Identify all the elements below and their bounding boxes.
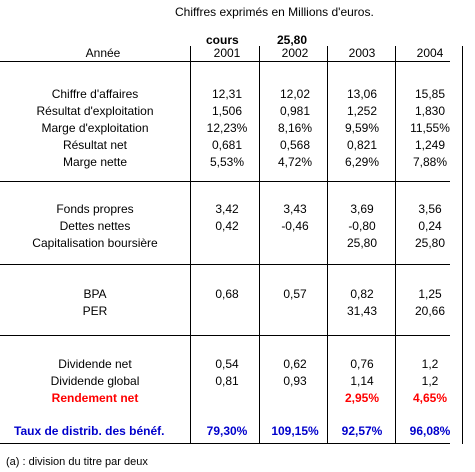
table-cell: 0,82 (350, 287, 374, 301)
table-cell: 15,85 (414, 87, 446, 101)
table-cell: 4,65% (412, 391, 448, 405)
table-cell: 25,80 (414, 236, 446, 250)
row-label: Dividende net (58, 357, 132, 371)
table-cell: 7,88% (412, 155, 448, 169)
table-cell: 12,23% (206, 121, 248, 135)
header-divider (0, 61, 450, 62)
table-cell: 0,568 (279, 138, 311, 152)
table-cell: 12,31 (211, 87, 243, 101)
row-label: Résultat net (62, 138, 128, 152)
section-divider-4 (0, 443, 450, 444)
column-divider-4 (395, 46, 396, 444)
table-cell: 0,821 (346, 138, 378, 152)
section-divider-1 (0, 181, 450, 182)
table-cell: 31,43 (346, 304, 378, 318)
year-2002: 2002 (281, 46, 309, 60)
row-label: Fonds propres (56, 202, 134, 216)
table-cell: 9,59% (344, 121, 380, 135)
table-cell: 0,68 (215, 287, 239, 301)
table-cell: 3,43 (283, 202, 307, 216)
cours-label: cours (206, 33, 239, 47)
table-cell: 0,62 (283, 357, 307, 371)
row-label: Chiffre d'affaires (51, 87, 139, 101)
column-divider-2 (259, 46, 260, 444)
year-header: Année (85, 46, 121, 60)
row-label: Résultat d'exploitation (36, 104, 154, 118)
table-cell: 0,54 (215, 357, 239, 371)
table-cell: 11,55% (410, 121, 450, 135)
payout-label: Taux de distrib. des bénéf. (14, 424, 165, 438)
table-cell: 0,81 (215, 374, 239, 388)
table-cell: 1,25 (418, 287, 442, 301)
table-cell: 12,02 (279, 87, 311, 101)
table-cell: 92,57% (341, 424, 383, 438)
table-cell: 0,93 (283, 374, 307, 388)
table-cell: 0,681 (211, 138, 243, 152)
table-cell: 0,42 (215, 219, 239, 233)
table-cell: 1,506 (211, 104, 243, 118)
table-cell: 1,252 (346, 104, 378, 118)
table-cell: 13,06 (346, 87, 378, 101)
table-cell: 0,76 (350, 357, 374, 371)
year-2004: 2004 (416, 46, 444, 60)
table-cell: 1,2 (421, 374, 439, 388)
table-caption: Chiffres exprimés en Millions d'euros. (175, 5, 374, 19)
table-cell: 109,15% (271, 424, 319, 438)
rendement-net-label: Rendement net (51, 391, 139, 405)
row-label: Marge nette (62, 155, 128, 169)
column-divider-5 (462, 46, 463, 444)
table-cell: 3,69 (350, 202, 374, 216)
year-2001: 2001 (213, 46, 241, 60)
cours-value: 25,80 (277, 33, 308, 47)
row-label: BPA (83, 287, 107, 301)
table-cell: 2,95% (344, 391, 380, 405)
footnote: (a) : division du titre par deux (6, 456, 148, 468)
table-cell: 5,53% (209, 155, 245, 169)
table-cell: 4,72% (277, 155, 313, 169)
table-cell: 20,66 (414, 304, 446, 318)
table-cell: 3,42 (215, 202, 239, 216)
row-label: Dettes nettes (59, 219, 131, 233)
row-label: Dividende global (50, 374, 140, 388)
section-divider-3 (0, 335, 450, 336)
section-divider-2 (0, 264, 450, 265)
table-cell: -0,80 (348, 219, 376, 233)
table-cell: 1,830 (414, 104, 446, 118)
table-cell: 0,981 (279, 104, 311, 118)
table-cell: 96,08% (409, 424, 451, 438)
table-cell: 79,30% (206, 424, 248, 438)
table-cell: 0,57 (283, 287, 307, 301)
table-cell: 1,249 (414, 138, 446, 152)
table-cell: 1,2 (421, 357, 439, 371)
table-cell: 1,14 (350, 374, 374, 388)
table-cell: 0,24 (418, 219, 442, 233)
row-label: Capitalisation boursière (32, 236, 158, 250)
table-cell: -0,46 (281, 219, 309, 233)
column-divider-1 (190, 46, 191, 444)
table-cell: 25,80 (346, 236, 378, 250)
table-cell: 8,16% (277, 121, 313, 135)
row-label: PER (82, 304, 108, 318)
column-divider-3 (327, 46, 328, 444)
year-2003: 2003 (348, 46, 376, 60)
table-cell: 3,56 (418, 202, 442, 216)
row-label: Marge d'exploitation (41, 121, 149, 135)
table-cell: 6,29% (344, 155, 380, 169)
